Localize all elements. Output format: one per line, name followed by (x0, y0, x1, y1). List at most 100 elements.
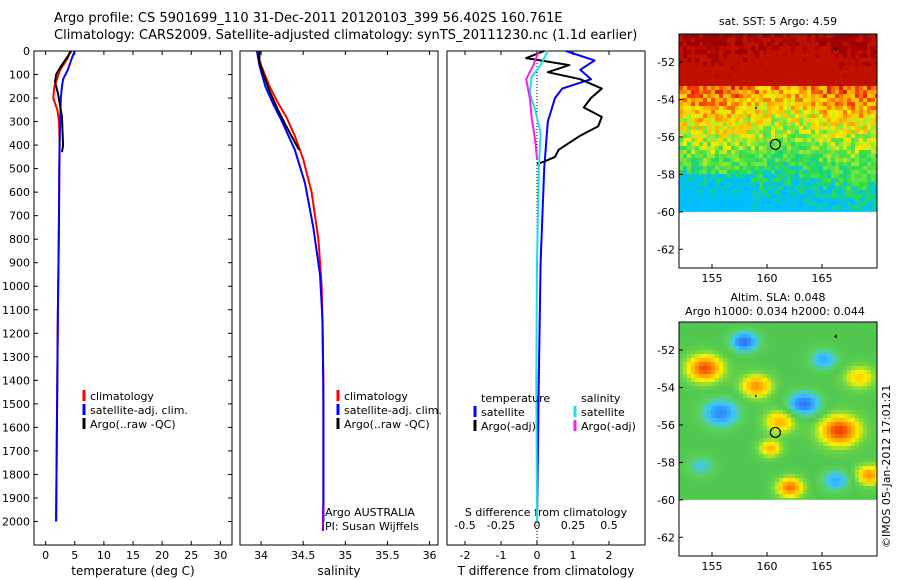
salinity-axes-frame (239, 50, 439, 546)
s-tick-label: -0.25 (487, 519, 515, 532)
legend-label: climatology (344, 390, 408, 403)
difference-panel: -2 -1 0 1 2 T difference from climatology -0.5… (446, 50, 646, 578)
salinity-xlabel: salinity (317, 564, 360, 578)
y-tick-label: 1700 (2, 445, 30, 458)
y-tick-label: 600 (9, 186, 30, 199)
argo-position-marker (769, 138, 781, 151)
salinity-panel: 34 34.5 35 35.5 36 salinity climatologysatelli… (239, 50, 442, 578)
header-line1: Argo profile: CS 5901699_110 31-Dec-2011… (54, 11, 563, 26)
x-tick-label: 20 (155, 549, 169, 562)
x-tick-label: 1 (570, 549, 577, 562)
y-tick-label: 1000 (2, 280, 30, 293)
x-tick-label: 35 (338, 549, 352, 562)
map-y-tick-label: -56 (657, 419, 675, 432)
map-x-tick-label: 165 (812, 272, 833, 285)
legend-label: satellite (481, 406, 525, 419)
y-tick-label: 2000 (2, 515, 30, 528)
s-tick-label: 0.25 (561, 519, 586, 532)
map-y-tick-label: -62 (657, 531, 675, 544)
legend-label: Argo(..raw -QC) (90, 418, 176, 431)
island-mark (754, 393, 757, 397)
legend-label: satellite-adj. clim. (90, 404, 188, 417)
difference-series-0 (536, 50, 596, 522)
sla-map-subtitle: Argo h1000: 0.034 h2000: 0.044 (685, 305, 865, 318)
map-y-tick-label: -62 (657, 243, 675, 256)
temperature-xlabel: temperature (deg C) (71, 564, 194, 578)
y-tick-label: 400 (9, 139, 30, 152)
y-tick-label: 100 (9, 69, 30, 82)
legend-label: climatology (90, 390, 154, 403)
map-x-tick-label: 160 (757, 272, 778, 285)
y-tick-label: 1600 (2, 421, 30, 434)
legend-label: Argo(-adj) (581, 420, 636, 433)
island-mark (834, 333, 838, 338)
legend-label: satellite-adj. clim. (344, 404, 442, 417)
y-tick-label: 1800 (2, 468, 30, 481)
temperature-series-1 (55, 50, 76, 522)
y-tick-label: 700 (9, 210, 30, 223)
map-y-tick-label: -58 (657, 168, 675, 181)
x-tick-label: 15 (126, 549, 140, 562)
y-tick-label: 800 (9, 233, 30, 246)
salinity-series-2 (258, 51, 300, 151)
temperature-panel: 0100200300400500600700800900100011001200… (2, 45, 233, 578)
sla_map-field (679, 322, 877, 500)
s-diff-label: S difference from climatology (465, 506, 628, 519)
x-tick-label: 0 (534, 549, 541, 562)
x-tick-label: 5 (71, 549, 78, 562)
sla_map-frame (678, 321, 878, 557)
map-x-tick-label: 155 (702, 560, 723, 573)
map-x-tick-label: 160 (757, 560, 778, 573)
difference-series-2 (528, 50, 549, 522)
difference-series-3 (525, 50, 540, 160)
x-tick-label: -2 (460, 549, 471, 562)
sla_map-panel: -52 -54 -56 -58 -60 -62 155 160 165 (657, 321, 878, 573)
map-x-tick-label: 165 (812, 560, 833, 573)
x-tick-label: 2 (606, 549, 613, 562)
island-mark (834, 45, 838, 50)
x-tick-label: 30 (213, 549, 227, 562)
sst_map-frame (678, 33, 878, 269)
map-y-tick-label: -54 (657, 94, 675, 107)
x-tick-label: 25 (184, 549, 198, 562)
y-tick-label: 0 (23, 45, 30, 58)
s-tick-label: 0 (534, 519, 541, 532)
island-mark (754, 105, 757, 109)
y-tick-label: 1200 (2, 327, 30, 340)
map-y-tick-label: -60 (657, 494, 675, 507)
sst_map-field (679, 34, 877, 212)
s-tick-label: 0.5 (600, 519, 618, 532)
legend-group-title: temperature (481, 392, 550, 405)
map-y-tick-label: -56 (657, 131, 675, 144)
y-tick-label: 900 (9, 257, 30, 270)
x-tick-label: 0 (42, 549, 49, 562)
y-tick-label: 200 (9, 92, 30, 105)
map-y-tick-label: -60 (657, 206, 675, 219)
y-tick-label: 1900 (2, 492, 30, 505)
temperature-axes-frame (33, 50, 233, 546)
sst_map-panel: -52 -54 -56 -58 -60 -62 155 160 165 (657, 33, 878, 285)
sla-map-title: Altim. SLA: 0.048 (730, 291, 825, 304)
argo-position-marker (769, 426, 781, 439)
map-x-tick-label: 155 (702, 272, 723, 285)
legend-group-title: salinity (581, 392, 621, 405)
header-line2: Climatology: CARS2009. Satellite-adjuste… (54, 28, 638, 43)
x-tick-label: 36 (423, 549, 437, 562)
y-tick-label: 1400 (2, 374, 30, 387)
temperature-series-2 (54, 50, 73, 153)
legend-label: satellite (581, 406, 625, 419)
y-tick-label: 1100 (2, 304, 30, 317)
x-tick-label: 10 (97, 549, 111, 562)
s-tick-label: -0.5 (454, 519, 475, 532)
difference-axes-frame (446, 50, 646, 546)
x-tick-label: -1 (496, 549, 507, 562)
difference-xlabel: T difference from climatology (457, 564, 635, 578)
map-y-tick-label: -52 (657, 56, 675, 69)
y-tick-label: 300 (9, 116, 30, 129)
x-tick-label: 34 (254, 549, 268, 562)
x-tick-label: 35.5 (375, 549, 400, 562)
source-annotation: PI: Susan Wijffels (325, 520, 419, 533)
map-y-tick-label: -58 (657, 456, 675, 469)
legend-label: Argo(-adj) (481, 420, 536, 433)
